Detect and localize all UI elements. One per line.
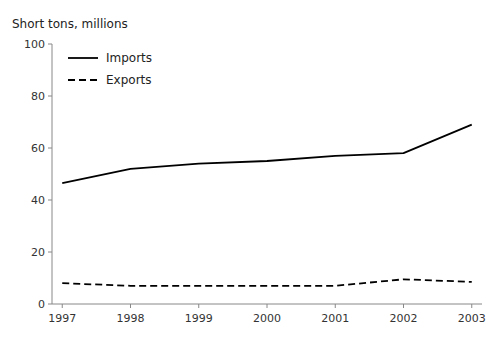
- x-tick: [198, 304, 199, 308]
- x-tick-label: 2003: [458, 312, 486, 325]
- series-line: [62, 125, 472, 184]
- legend: Imports Exports: [68, 51, 152, 87]
- y-tick-label: 40: [31, 194, 45, 207]
- x-tick-label: 1998: [116, 312, 144, 325]
- y-tick-label: 60: [31, 142, 45, 155]
- y-tick: [48, 96, 52, 97]
- y-tick-label: 100: [24, 38, 45, 51]
- x-tick-label: 1997: [48, 312, 76, 325]
- y-tick: [48, 304, 52, 305]
- x-tick: [403, 304, 404, 308]
- legend-label: Imports: [106, 51, 152, 65]
- x-tick: [130, 304, 131, 308]
- y-tick-label: 0: [38, 298, 45, 311]
- plot-area: [62, 125, 472, 286]
- x-tick-label: 2002: [390, 312, 418, 325]
- y-tick-label: 20: [31, 246, 45, 259]
- legend-swatch: [68, 79, 98, 81]
- legend-swatch: [68, 57, 98, 59]
- y-tick: [48, 200, 52, 201]
- x-tick-label: 1999: [185, 312, 213, 325]
- series-line: [62, 279, 472, 286]
- x-tick: [62, 304, 63, 308]
- chart: 0 20 40 60 80 100 1997 1998 1999 2000 2001 2002 2003…: [0, 0, 500, 340]
- x-tick: [267, 304, 268, 308]
- y-tick: [48, 44, 52, 45]
- y-tick-label: 80: [31, 90, 45, 103]
- y-axis-line: [52, 44, 53, 304]
- x-tick: [335, 304, 336, 308]
- legend-label: Exports: [106, 73, 152, 87]
- x-tick: [471, 304, 472, 308]
- y-tick: [48, 252, 52, 253]
- y-axis-label: Short tons, millions: [12, 17, 128, 31]
- x-tick-label: 2000: [253, 312, 281, 325]
- x-tick-label: 2001: [321, 312, 349, 325]
- y-tick: [48, 148, 52, 149]
